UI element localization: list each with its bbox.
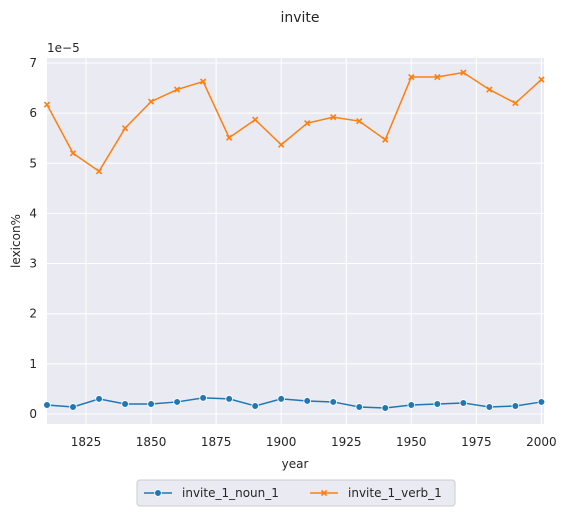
grid [47, 58, 544, 424]
data-point [95, 395, 103, 403]
legend-marker [320, 489, 328, 497]
series-line [46, 397, 542, 409]
x-tick-label: 1850 [136, 435, 167, 449]
data-point [252, 116, 259, 123]
series-line [46, 71, 542, 173]
series-layer [43, 69, 546, 412]
x-tick-label: 1975 [461, 435, 492, 449]
data-point [251, 402, 259, 410]
data-point [69, 150, 77, 157]
series-invite_1_verb_1 [43, 69, 545, 175]
data-point [460, 69, 467, 76]
data-point [304, 120, 311, 127]
data-point [329, 398, 338, 406]
x-tick-label: 1900 [266, 435, 297, 449]
data-point [538, 76, 545, 83]
y-tick-label: 3 [29, 257, 37, 271]
data-point [43, 401, 51, 409]
y-scale-label: 1e−5 [47, 41, 80, 55]
data-point [199, 78, 207, 85]
data-point [355, 403, 364, 411]
data-point [199, 394, 207, 402]
y-tick-label: 1 [29, 357, 37, 371]
x-tick-label: 1925 [331, 435, 362, 449]
data-point [382, 136, 389, 143]
y-axis-label: lexicon% [9, 214, 23, 268]
data-point [43, 101, 51, 108]
data-point [121, 125, 129, 132]
data-point [147, 400, 155, 408]
data-point [173, 86, 181, 93]
legend-entries: invite_1_noun_1 invite_1_verb_1 [144, 486, 442, 500]
y-axis-ticks: 0 1 2 3 4 5 6 7 [29, 56, 37, 421]
x-axis-label: year [282, 457, 309, 471]
data-point [330, 113, 337, 121]
x-axis-ticks: 1825 1850 1875 1900 1925 1950 1975 2000 [71, 435, 557, 449]
plot-area [47, 58, 544, 424]
data-point [486, 86, 493, 93]
data-point [459, 399, 468, 407]
data-point [407, 401, 416, 409]
legend-entry: invite_1_verb_1 [310, 486, 442, 500]
data-point [147, 98, 155, 105]
data-point [278, 141, 285, 148]
y-tick-label: 6 [29, 106, 37, 120]
data-point [512, 99, 519, 107]
data-point [225, 395, 233, 403]
data-point [173, 398, 181, 406]
x-tick-label: 2000 [526, 435, 557, 449]
data-point [121, 400, 129, 408]
data-point [434, 73, 441, 81]
data-point [95, 168, 103, 175]
data-point [303, 397, 312, 405]
x-tick-label: 1825 [71, 435, 102, 449]
x-tick-label: 1875 [201, 435, 232, 449]
data-point [485, 403, 494, 411]
y-tick-label: 4 [29, 206, 37, 220]
data-point [381, 404, 390, 412]
legend-label: invite_1_verb_1 [348, 486, 442, 500]
data-point [356, 118, 363, 125]
legend-box [136, 479, 456, 507]
y-tick-label: 5 [29, 156, 37, 170]
legend-label: invite_1_noun_1 [182, 486, 279, 500]
data-point [225, 134, 233, 141]
data-point [511, 402, 520, 410]
data-point [408, 73, 415, 81]
legend: invite_1_noun_1 invite_1_verb_1 [136, 479, 456, 507]
chart-title: invite [280, 10, 319, 26]
data-point [433, 400, 442, 408]
y-tick-label: 7 [29, 56, 37, 70]
x-tick-label: 1950 [396, 435, 427, 449]
legend-marker [154, 489, 162, 497]
series-invite_1_noun_1 [43, 394, 546, 412]
data-point [537, 398, 546, 406]
y-tick-label: 2 [29, 307, 37, 321]
legend-entry: invite_1_noun_1 [144, 486, 279, 500]
data-point [69, 403, 77, 411]
data-point [277, 395, 285, 403]
y-tick-label: 0 [29, 407, 37, 421]
